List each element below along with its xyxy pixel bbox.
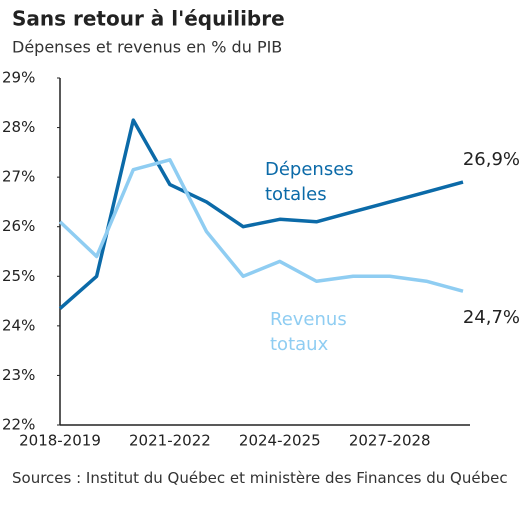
end-label: 26,9% xyxy=(463,149,520,170)
x-tick-label: 2027-2028 xyxy=(349,432,431,450)
y-tick-label: 26% xyxy=(2,217,35,235)
x-tick-label: 2024-2025 xyxy=(239,432,321,450)
end-label: 24,7% xyxy=(463,307,520,328)
series-label: Dépenses totales xyxy=(265,159,354,205)
label-line: Revenus xyxy=(270,309,347,330)
series-line xyxy=(58,118,464,310)
chart-title: Sans retour à l'équilibre xyxy=(12,7,285,31)
series-line xyxy=(58,158,464,293)
y-tick-label: 29% xyxy=(2,69,35,87)
y-tick-label: 23% xyxy=(2,366,35,384)
y-tick-label: 28% xyxy=(2,118,35,136)
y-tick-label: 27% xyxy=(2,168,35,186)
series-label: Revenus totaux xyxy=(270,309,347,355)
y-tick-label: 25% xyxy=(2,267,35,285)
y-tick-label: 22% xyxy=(2,416,35,434)
x-tick-label: 2021-2022 xyxy=(129,432,211,450)
x-tick-label: 2018-2019 xyxy=(19,432,101,450)
chart: Sans retour à l'équilibre Dépenses et re… xyxy=(2,7,520,450)
label-line: totales xyxy=(265,184,327,205)
label-line: totaux xyxy=(270,334,329,355)
chart-subtitle: Dépenses et revenus en % du PIB xyxy=(12,38,282,57)
y-tick-label: 24% xyxy=(2,316,35,334)
label-line: Dépenses xyxy=(265,159,354,180)
source: Sources : Institut du Québec et ministèr… xyxy=(12,469,508,487)
